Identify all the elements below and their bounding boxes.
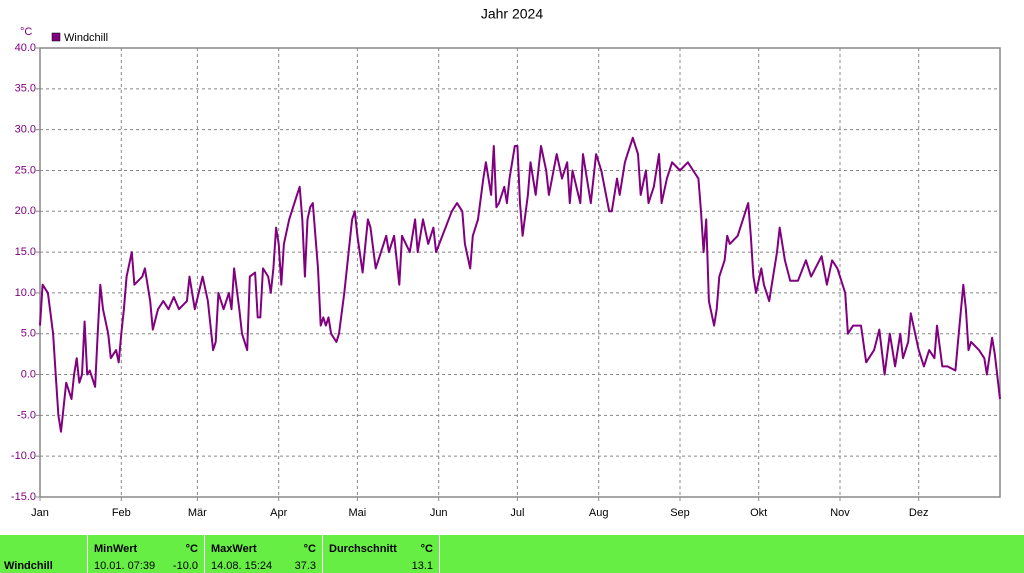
- header: Durchschnitt: [329, 543, 397, 555]
- time: 14.08. 15:24: [211, 560, 273, 572]
- avg-cell: Durchschnitt °C 13.1: [323, 535, 440, 573]
- row-label: Windchill: [4, 560, 53, 572]
- x-tick-label: Aug: [589, 507, 609, 519]
- legend-swatch: [51, 32, 61, 42]
- y-tick-label: 40.0: [15, 42, 36, 54]
- x-tick-label: Okt: [750, 507, 767, 519]
- y-tick-label: -5.0: [17, 409, 36, 421]
- x-tick-label: Dez: [909, 507, 929, 519]
- x-tick-label: Jan: [31, 507, 49, 519]
- min-cell: MinWert °C 10.01. 07:39 -10.0: [88, 535, 205, 573]
- chart-title: Jahr 2024: [481, 6, 543, 22]
- value: 13.1: [411, 560, 433, 572]
- header: MaxWert: [211, 543, 257, 555]
- y-tick-label: 30.0: [15, 124, 36, 136]
- y-tick-label: 10.0: [15, 287, 36, 299]
- y-tick-label: 25.0: [15, 164, 36, 176]
- unit: °C: [420, 543, 433, 555]
- x-tick-label: Jun: [430, 507, 448, 519]
- x-tick-label: Apr: [270, 507, 287, 519]
- header: MinWert: [94, 543, 138, 555]
- y-tick-label: 15.0: [15, 246, 36, 258]
- y-tick-label: 35.0: [15, 83, 36, 95]
- x-tick-label: Jul: [510, 507, 524, 519]
- legend-label: Windchill: [64, 32, 108, 44]
- x-tick-label: Feb: [112, 507, 131, 519]
- x-tick-label: Sep: [670, 507, 690, 519]
- unit: °C: [303, 543, 316, 555]
- y-tick-label: -15.0: [11, 491, 36, 503]
- value: 37.3: [294, 560, 316, 572]
- y-tick-label: -10.0: [11, 450, 36, 462]
- stats-table: Windchill MinWert °C 10.01. 07:39 -10.0 …: [0, 535, 1024, 573]
- y-unit: °C: [20, 26, 32, 38]
- row-label-cell: Windchill: [0, 535, 88, 573]
- time: 10.01. 07:39: [94, 560, 156, 572]
- max-cell: MaxWert °C 14.08. 15:24 37.3: [205, 535, 323, 573]
- line: [39, 136, 1001, 433]
- plot-border: [39, 47, 1001, 498]
- x-tick-label: Nov: [830, 507, 850, 519]
- value: -10.0: [172, 560, 198, 572]
- x-tick-label: Mär: [188, 507, 207, 519]
- x-tick-label: Mai: [349, 507, 367, 519]
- y-tick-label: 20.0: [15, 205, 36, 217]
- chart: Jahr 2024 °C -15.0 -10.0 -5.0 0.0 5.0 10.0 15.…: [11, 6, 1001, 519]
- y-tick-label: 5.0: [21, 328, 36, 340]
- unit: °C: [185, 543, 198, 555]
- y-tick-label: 0.0: [21, 368, 36, 380]
